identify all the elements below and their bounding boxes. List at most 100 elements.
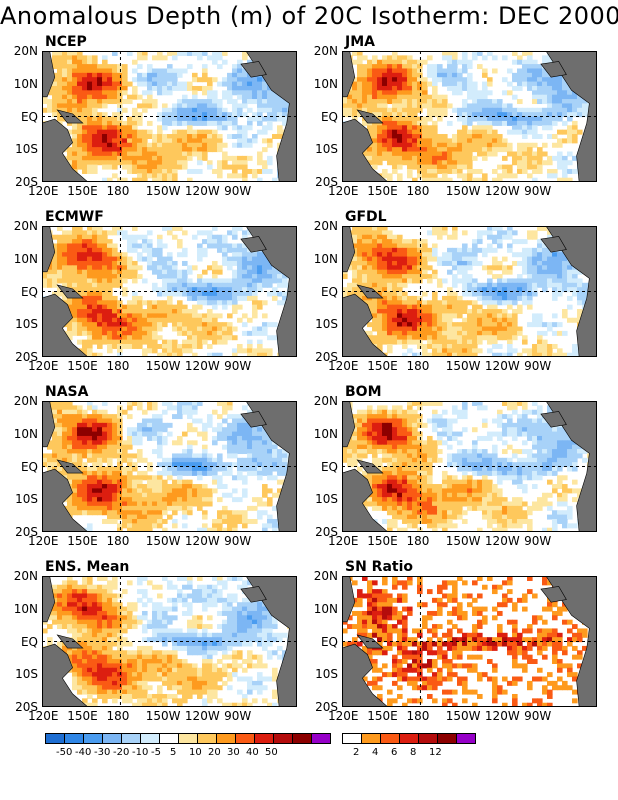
- heatmap-cell: [442, 343, 448, 349]
- heatmap-cell: [262, 330, 268, 336]
- heatmap-cell: [472, 147, 478, 153]
- heatmap-cell: [207, 453, 213, 459]
- heatmap-cell: [447, 151, 453, 157]
- heatmap-cell: [237, 462, 243, 468]
- heatmap-cell: [412, 134, 418, 139]
- heatmap-cell: [127, 116, 133, 122]
- heatmap-cell: [397, 173, 403, 179]
- heatmap-cell: [197, 453, 203, 459]
- heatmap-cell: [212, 291, 218, 297]
- heatmap-cell: [147, 68, 153, 74]
- heatmap-cell: [242, 243, 248, 249]
- y-tick-label: EQ: [20, 109, 38, 124]
- heatmap-cell: [527, 160, 533, 166]
- heatmap-cell: [377, 269, 383, 275]
- heatmap-cell: [177, 352, 183, 357]
- heatmap-cell: [367, 94, 373, 100]
- heatmap-cell: [417, 160, 423, 166]
- heatmap-cell: [82, 339, 88, 345]
- heatmap-cell: [87, 107, 93, 113]
- heatmap-cell: [102, 444, 108, 450]
- heatmap-cell: [382, 239, 388, 245]
- heatmap-cell: [377, 64, 383, 70]
- heatmap-cell: [197, 304, 203, 310]
- heatmap-cell: [232, 260, 238, 266]
- heatmap-cell: [197, 243, 203, 249]
- heatmap-cell: [147, 168, 153, 174]
- heatmap-cell: [442, 335, 448, 341]
- heatmap-cell: [42, 274, 48, 280]
- heatmap-cell: [152, 269, 158, 275]
- heatmap-cell: [352, 243, 358, 249]
- heatmap-cell: [182, 247, 188, 253]
- heatmap-cell: [462, 230, 468, 236]
- heatmap-cell: [82, 444, 88, 450]
- heatmap-cell: [402, 94, 408, 100]
- heatmap-cell: [402, 120, 408, 126]
- heatmap-cell: [97, 260, 103, 266]
- heatmap-cell: [552, 142, 558, 148]
- heatmap-cell: [447, 291, 453, 297]
- heatmap-cell: [217, 352, 223, 357]
- heatmap-cell: [132, 234, 138, 240]
- heatmap-cell: [262, 449, 268, 455]
- x-tick-label: 120W: [484, 359, 520, 373]
- heatmap-cell: [187, 107, 193, 113]
- heatmap-cell: [522, 164, 528, 170]
- heatmap-cell: [142, 55, 148, 61]
- heatmap-cell: [377, 68, 383, 74]
- heatmap-cell: [132, 125, 138, 131]
- heatmap-cell: [57, 55, 63, 61]
- heatmap-cell: [192, 77, 198, 83]
- heatmap-cell: [52, 440, 58, 446]
- heatmap-cell: [137, 265, 143, 271]
- heatmap-cell: [532, 230, 538, 236]
- x-tick-label: 180: [106, 359, 130, 373]
- heatmap-cell: [512, 107, 518, 113]
- heatmap-cell: [477, 168, 483, 174]
- panel-title: ECMWF: [45, 209, 104, 225]
- heatmap-cell: [392, 129, 398, 135]
- heatmap-cell: [277, 453, 283, 459]
- heatmap-cell: [382, 134, 388, 139]
- heatmap-cell: [372, 151, 378, 157]
- heatmap-cell: [277, 449, 283, 455]
- heatmap-cell: [402, 282, 408, 288]
- heatmap-cell: [557, 112, 563, 118]
- heatmap-cell: [467, 112, 473, 118]
- y-tick-label: EQ: [20, 459, 38, 474]
- heatmap-cell: [157, 269, 163, 275]
- heatmap-cell: [172, 322, 178, 328]
- heatmap-cell: [207, 322, 213, 328]
- heatmap-cell: [527, 234, 533, 240]
- heatmap-cell: [542, 287, 548, 293]
- heatmap-cell: [77, 68, 83, 74]
- heatmap-cell: [432, 313, 438, 319]
- heatmap-cell: [212, 330, 218, 336]
- heatmap-cell: [82, 129, 88, 135]
- heatmap-cell: [67, 90, 73, 96]
- heatmap-cell: [147, 230, 153, 236]
- heatmap-cell: [502, 116, 508, 122]
- panel-title: GFDL: [345, 209, 387, 225]
- heatmap-cell: [407, 278, 413, 284]
- y-tick-label: 20N: [313, 44, 338, 58]
- heatmap-cell: [97, 352, 103, 357]
- heatmap-cell: [192, 322, 198, 328]
- heatmap-cell: [432, 335, 438, 341]
- heatmap-cell: [232, 435, 238, 441]
- heatmap-cell: [407, 269, 413, 275]
- heatmap-cell: [552, 265, 558, 271]
- heatmap-cell: [162, 339, 168, 345]
- heatmap-cell: [147, 462, 153, 468]
- heatmap-cell: [57, 59, 63, 65]
- heatmap-cell: [162, 173, 168, 179]
- heatmap-cell: [202, 112, 208, 118]
- heatmap-cell: [77, 94, 83, 100]
- heatmap-cell: [392, 322, 398, 328]
- heatmap-cell: [467, 138, 473, 144]
- heatmap-cell: [527, 64, 533, 70]
- heatmap-cell: [107, 330, 113, 336]
- heatmap-cell: [342, 269, 348, 275]
- heatmap-cell: [427, 81, 433, 87]
